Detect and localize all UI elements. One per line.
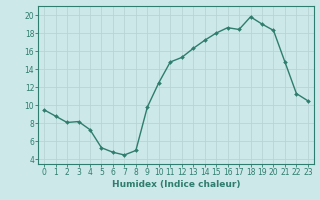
X-axis label: Humidex (Indice chaleur): Humidex (Indice chaleur) bbox=[112, 180, 240, 189]
